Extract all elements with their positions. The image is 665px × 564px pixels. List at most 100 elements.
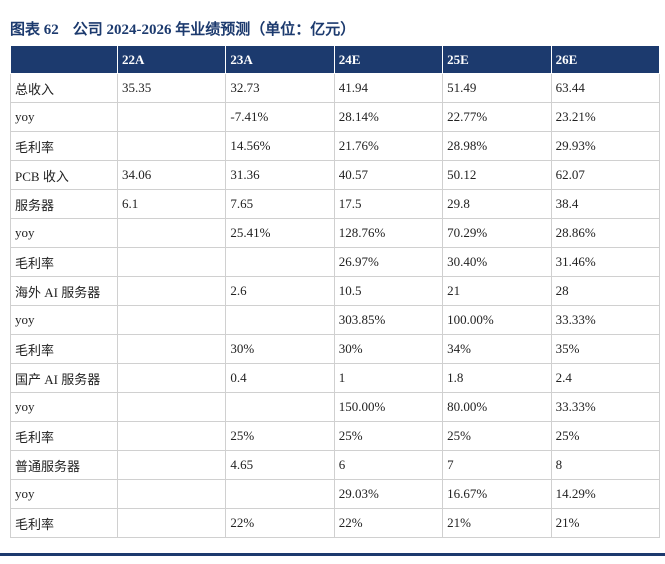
value-cell: -7.41% — [225, 102, 335, 132]
value-cell: 7.65 — [225, 189, 335, 219]
value-cell — [116, 392, 227, 422]
value-cell: 6 — [333, 450, 444, 480]
value-cell: 1 — [333, 363, 444, 393]
row-label: yoy — [10, 392, 118, 422]
forecast-table: 22A 23A 24E 25E 26E 总收入 35.35 32.73 41.94 51.49 6… — [10, 45, 661, 538]
table-row: 毛利率 30% 30% 34% 35% — [10, 334, 661, 364]
value-cell: 21% — [442, 508, 552, 538]
value-cell: 33.33% — [550, 392, 661, 422]
figure-caption: 公司 2024-2026 年业绩预测（单位：亿元） — [72, 22, 356, 38]
row-label: PCB 收入 — [10, 160, 118, 190]
value-cell: 4.65 — [225, 450, 335, 480]
value-cell: 34% — [442, 334, 552, 364]
value-cell — [225, 479, 335, 509]
value-cell: 7 — [442, 450, 552, 480]
table-row: 总收入 35.35 32.73 41.94 51.49 63.44 — [10, 73, 661, 103]
table-row: 毛利率 14.56% 21.76% 28.98% 29.93% — [10, 131, 661, 161]
value-cell: 14.56% — [225, 131, 335, 161]
value-cell: 23.21% — [550, 102, 661, 132]
value-cell: 29.03% — [333, 479, 444, 509]
value-cell: 21% — [550, 508, 661, 538]
value-cell — [116, 218, 227, 248]
row-label: yoy — [10, 218, 118, 248]
value-cell — [116, 508, 227, 538]
value-cell: 51.49 — [442, 73, 552, 103]
header-cell: 26E — [550, 45, 661, 74]
table-row: 服务器 6.1 7.65 17.5 29.8 38.4 — [10, 189, 661, 219]
value-cell: 38.4 — [550, 189, 661, 219]
table-row: yoy 25.41% 128.76% 70.29% 28.86% — [10, 218, 661, 248]
table-row: PCB 收入 34.06 31.36 40.57 50.12 62.07 — [10, 160, 661, 190]
row-label: 毛利率 — [10, 421, 118, 451]
value-cell: 62.07 — [550, 160, 661, 190]
row-label: 毛利率 — [10, 334, 118, 364]
value-cell: 34.06 — [116, 160, 227, 190]
header-cell: 22A — [116, 45, 227, 74]
value-cell: 25.41% — [225, 218, 335, 248]
figure-label: 图表 62 — [10, 22, 59, 38]
row-label: 服务器 — [10, 189, 118, 219]
value-cell — [225, 305, 335, 335]
value-cell: 33.33% — [550, 305, 661, 335]
header-cell: 24E — [333, 45, 444, 74]
value-cell: 10.5 — [333, 276, 444, 306]
value-cell: 32.73 — [225, 73, 335, 103]
value-cell: 80.00% — [442, 392, 552, 422]
header-cell: 25E — [442, 45, 552, 74]
value-cell — [116, 479, 227, 509]
value-cell — [116, 363, 227, 393]
table-row: yoy 150.00% 80.00% 33.33% — [10, 392, 661, 422]
value-cell: 150.00% — [333, 392, 444, 422]
row-label: 海外 AI 服务器 — [10, 276, 118, 306]
value-cell: 21.76% — [333, 131, 444, 161]
value-cell: 22% — [333, 508, 444, 538]
value-cell: 22% — [225, 508, 335, 538]
table-row: yoy -7.41% 28.14% 22.77% 23.21% — [10, 102, 661, 132]
value-cell — [225, 247, 335, 277]
value-cell: 30% — [225, 334, 335, 364]
figure-title: 图表 62 公司 2024-2026 年业绩预测（单位：亿元） — [10, 18, 369, 39]
header-cell: 23A — [225, 45, 335, 74]
row-label: 普通服务器 — [10, 450, 118, 480]
value-cell: 100.00% — [442, 305, 552, 335]
value-cell: 35.35 — [116, 73, 227, 103]
value-cell: 0.4 — [225, 363, 335, 393]
value-cell: 29.93% — [550, 131, 661, 161]
value-cell: 41.94 — [333, 73, 444, 103]
row-label: 毛利率 — [10, 508, 118, 538]
value-cell: 35% — [550, 334, 661, 364]
value-cell — [116, 450, 227, 480]
value-cell: 8 — [550, 450, 661, 480]
row-label: yoy — [10, 305, 118, 335]
row-label: 毛利率 — [10, 131, 118, 161]
value-cell: 31.36 — [225, 160, 335, 190]
value-cell: 29.8 — [442, 189, 552, 219]
table-row: 毛利率 25% 25% 25% 25% — [10, 421, 661, 451]
table-row: 毛利率 22% 22% 21% 21% — [10, 508, 661, 538]
value-cell: 25% — [333, 421, 444, 451]
value-cell: 303.85% — [333, 305, 444, 335]
value-cell: 28 — [550, 276, 661, 306]
table-row: 普通服务器 4.65 6 7 8 — [10, 450, 661, 480]
value-cell: 63.44 — [550, 73, 661, 103]
value-cell — [116, 421, 227, 451]
value-cell: 21 — [442, 276, 552, 306]
value-cell: 6.1 — [116, 189, 227, 219]
value-cell: 30% — [333, 334, 444, 364]
value-cell — [116, 102, 227, 132]
value-cell: 16.67% — [442, 479, 552, 509]
value-cell — [116, 247, 227, 277]
value-cell: 31.46% — [550, 247, 661, 277]
value-cell: 25% — [550, 421, 661, 451]
value-cell: 17.5 — [333, 189, 444, 219]
value-cell: 14.29% — [550, 479, 661, 509]
value-cell: 2.6 — [225, 276, 335, 306]
value-cell: 28.98% — [442, 131, 552, 161]
value-cell — [116, 276, 227, 306]
value-cell: 26.97% — [333, 247, 444, 277]
bottom-rule — [0, 553, 665, 556]
value-cell: 25% — [225, 421, 335, 451]
value-cell: 40.57 — [333, 160, 444, 190]
value-cell — [116, 131, 227, 161]
table-row: yoy 29.03% 16.67% 14.29% — [10, 479, 661, 509]
